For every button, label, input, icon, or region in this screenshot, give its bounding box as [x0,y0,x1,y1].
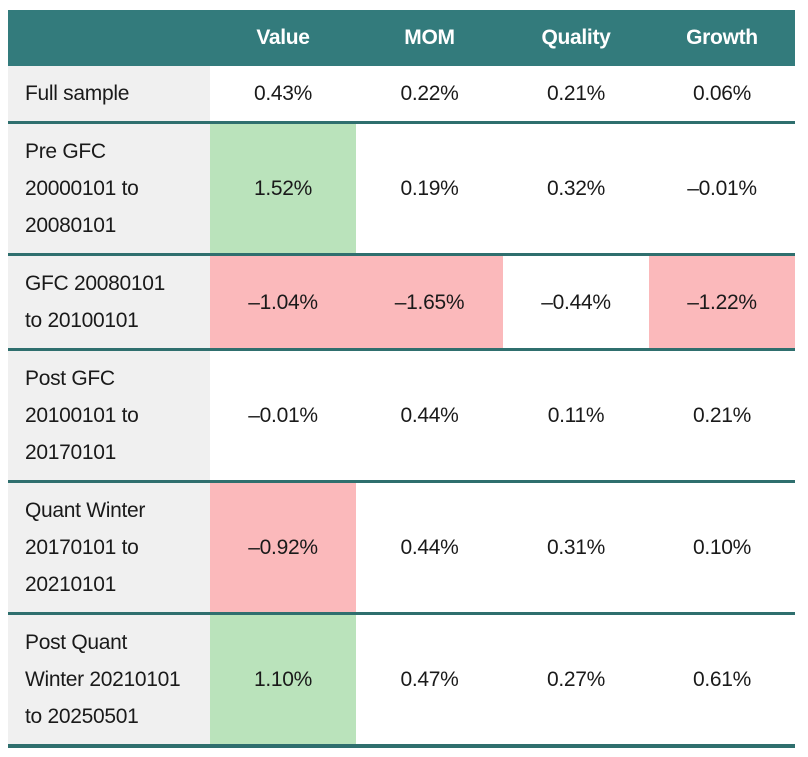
data-cell: 1.52% [210,122,356,255]
data-cell: 0.10% [649,481,795,614]
data-cell: 0.21% [649,349,795,482]
row-label: Full sample [8,66,210,123]
data-cell: –1.22% [649,254,795,350]
data-cell: –1.65% [356,254,503,350]
column-header-quality: Quality [503,10,649,66]
data-cell: 0.21% [503,66,649,123]
header-cell-empty [8,10,210,66]
row-label: Quant Winter 20170101 to 20210101 [8,481,210,614]
data-cell: 1.10% [210,613,356,746]
data-cell: 0.06% [649,66,795,123]
data-cell: –0.44% [503,254,649,350]
factor-performance-table: Value MOM Quality Growth Full sample 0.43% 0.… [8,10,795,748]
column-header-value: Value [210,10,356,66]
column-header-growth: Growth [649,10,795,66]
row-label: Post GFC 20100101 to 20170101 [8,349,210,482]
data-cell: 0.43% [210,66,356,123]
row-label: Pre GFC 20000101 to 20080101 [8,122,210,255]
data-cell: 0.27% [503,613,649,746]
table-row: Post GFC 20100101 to 20170101 –0.01% 0.44%… [8,349,795,482]
data-cell: –1.04% [210,254,356,350]
data-cell: 0.47% [356,613,503,746]
table-row: Post Quant Winter 20210101 to 20250501 1.… [8,613,795,746]
table-row: GFC 20080101 to 20100101 –1.04% –1.65% –0.4… [8,254,795,350]
data-cell: 0.61% [649,613,795,746]
table-row: Pre GFC 20000101 to 20080101 1.52% 0.19% 0.… [8,122,795,255]
data-cell: 0.19% [356,122,503,255]
data-cell: 0.44% [356,349,503,482]
data-cell: 0.22% [356,66,503,123]
header-row: Value MOM Quality Growth [8,10,795,66]
data-cell: 0.44% [356,481,503,614]
data-cell: –0.01% [649,122,795,255]
column-header-mom: MOM [356,10,503,66]
table-header: Value MOM Quality Growth [8,10,795,66]
data-cell: 0.32% [503,122,649,255]
row-label: Post Quant Winter 20210101 to 20250501 [8,613,210,746]
table-body: Full sample 0.43% 0.22% 0.21% 0.06% Pre GFC 2… [8,66,795,746]
data-cell: –0.01% [210,349,356,482]
data-cell: 0.31% [503,481,649,614]
table-row: Quant Winter 20170101 to 20210101 –0.92% 0… [8,481,795,614]
data-cell: 0.11% [503,349,649,482]
data-cell: –0.92% [210,481,356,614]
table-row: Full sample 0.43% 0.22% 0.21% 0.06% [8,66,795,123]
row-label: GFC 20080101 to 20100101 [8,254,210,350]
